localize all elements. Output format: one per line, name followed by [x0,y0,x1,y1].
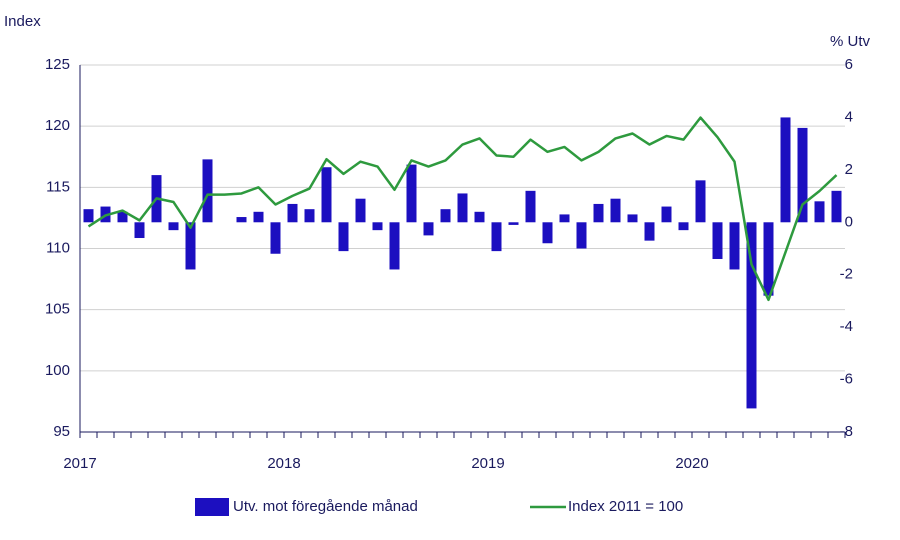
bar [236,217,247,223]
bar [338,222,349,252]
bar [372,222,383,231]
bar [814,201,825,223]
bar [763,222,774,296]
y2-tick-label: 0 [845,213,853,230]
bar [270,222,281,254]
bar [457,193,468,223]
bar [695,180,706,223]
y2-tick-label: -2 [840,266,853,283]
y-tick-label: 105 [45,301,70,318]
x-tick-label: 2018 [267,455,300,472]
y-tick-label: 120 [45,117,70,134]
y2-tick-label: 4 [845,108,853,125]
x-tick-label: 2017 [63,455,96,472]
bar [185,222,196,270]
legend-swatch [195,498,229,516]
bar [729,222,740,270]
bar [593,203,604,223]
bar [746,222,757,409]
y-tick-label: 125 [45,56,70,73]
bar [168,222,179,231]
bar [474,211,485,223]
bar [202,159,213,223]
y-axis-label: Index [4,13,41,30]
y2-tick-label: -8 [840,423,853,440]
y2-axis-label: % Utv [830,33,871,50]
bar [576,222,587,249]
bar [508,222,519,225]
bar [117,211,128,223]
legend-label: Utv. mot föregående månad [233,498,418,515]
bar [610,198,621,223]
x-tick-label: 2019 [471,455,504,472]
bar [678,222,689,231]
bar [440,209,451,223]
bar [355,198,366,223]
y-tick-label: 100 [45,362,70,379]
y-tick-label: 95 [53,423,70,440]
y2-tick-label: 6 [845,56,853,73]
bar [83,209,94,223]
bar [491,222,502,252]
bar [831,190,842,223]
y2-tick-label: -4 [840,318,853,335]
y-tick-label: 110 [46,239,70,256]
bar [644,222,655,241]
bar [423,222,434,236]
bar [304,209,315,223]
bar [661,206,672,223]
y2-tick-label: 2 [845,161,853,178]
bar [627,214,638,223]
bar [797,127,808,223]
bar [542,222,553,244]
bar [780,117,791,223]
line [87,116,838,302]
bar [321,167,332,223]
legend-label: Index 2011 = 100 [568,498,683,515]
bar [559,214,570,223]
bar [406,164,417,223]
y2-tick-label: -6 [840,371,853,388]
bar [253,211,264,223]
bar [389,222,400,270]
x-tick-label: 2020 [675,455,708,472]
bar [287,203,298,223]
bar [134,222,145,239]
bar [525,190,536,223]
y-tick-label: 115 [46,178,70,195]
bar [712,222,723,259]
